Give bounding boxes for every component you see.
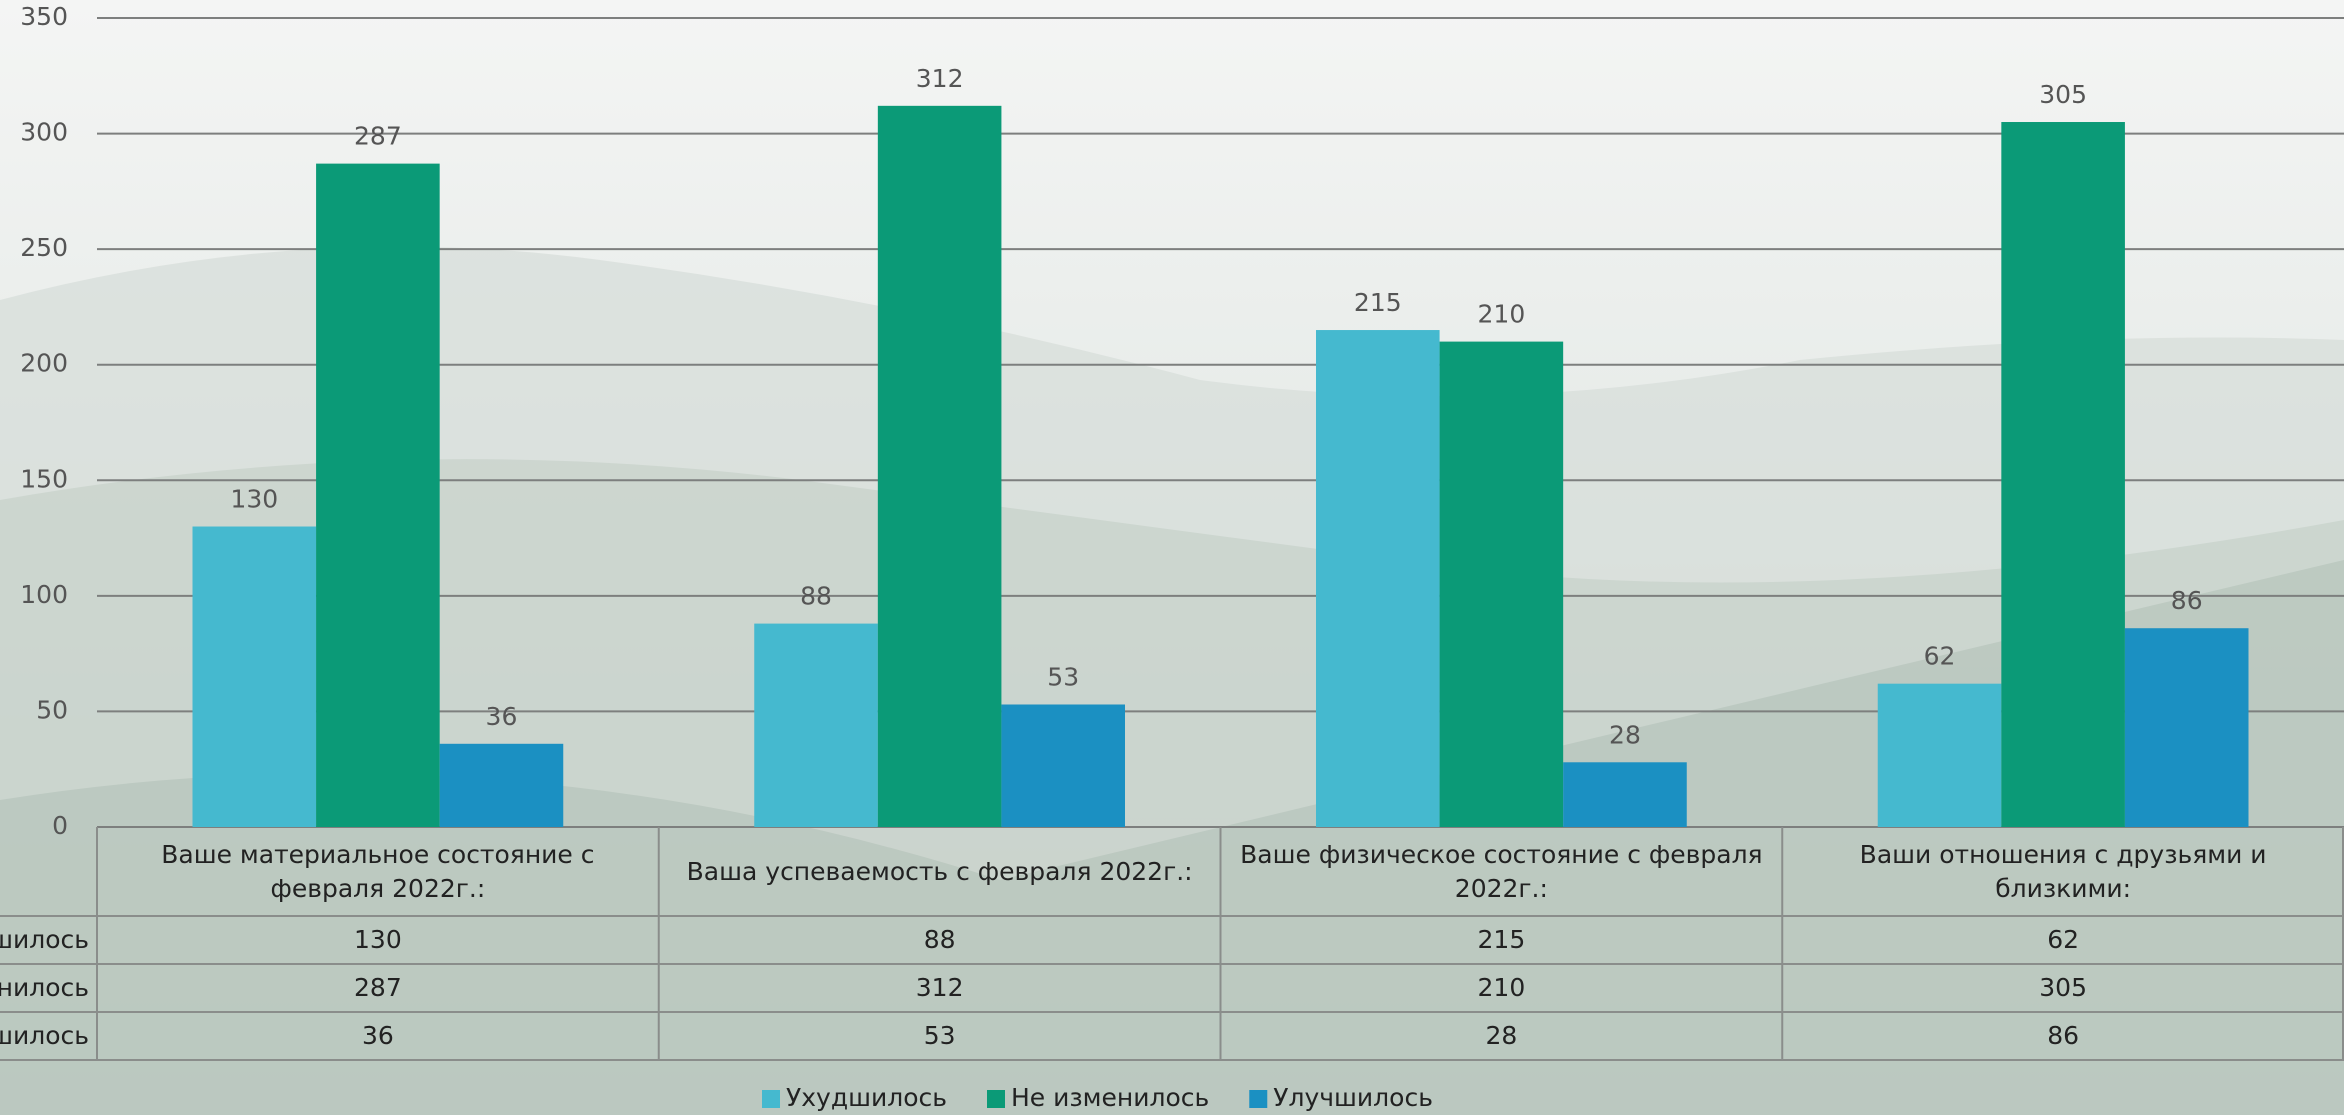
table-value: 53 <box>659 1012 1221 1060</box>
y-tick-label: 200 <box>20 349 68 378</box>
y-tick-label: 150 <box>20 464 68 493</box>
bar <box>440 744 564 827</box>
row-header: Не изменилось <box>0 964 97 1012</box>
category-header: Ваше материальное состояние с февраля 20… <box>97 827 659 916</box>
y-tick-label: 50 <box>36 695 68 724</box>
table-value: 210 <box>1221 964 1783 1012</box>
table-value: 62 <box>1782 916 2344 964</box>
value-label: 28 <box>1609 720 1641 749</box>
page: 0501001502002503003501308821562287312210… <box>0 0 2344 1115</box>
bar <box>878 106 1002 827</box>
table-value: 312 <box>659 964 1221 1012</box>
table-value: 130 <box>97 916 659 964</box>
value-label: 215 <box>1354 288 1402 317</box>
row-header: Ухудшилось <box>0 916 97 964</box>
bar <box>754 624 878 827</box>
value-label: 210 <box>1478 300 1526 329</box>
legend-label: Не изменилось <box>1011 1083 1209 1112</box>
bar <box>1440 342 1564 827</box>
table-value: 28 <box>1221 1012 1783 1060</box>
y-tick-label: 0 <box>52 811 68 840</box>
value-label: 62 <box>1924 642 1956 671</box>
bar <box>1001 704 1125 827</box>
bar <box>1878 684 2002 827</box>
bar <box>2125 628 2249 827</box>
y-tick-label: 350 <box>20 2 68 31</box>
table-value: 287 <box>97 964 659 1012</box>
table-value: 86 <box>1782 1012 2344 1060</box>
bar <box>2001 122 2125 827</box>
category-header: Ваше физическое состояние с февраля 2022… <box>1221 827 1783 916</box>
value-label: 130 <box>230 485 278 514</box>
table-value: 88 <box>659 916 1221 964</box>
value-label: 86 <box>2171 586 2203 615</box>
bar <box>1563 762 1687 827</box>
value-label: 312 <box>916 64 964 93</box>
value-label: 36 <box>486 702 518 731</box>
legend-swatch <box>762 1090 780 1108</box>
y-tick-label: 100 <box>20 580 68 609</box>
legend-swatch <box>1249 1090 1267 1108</box>
legend-label: Улучшилось <box>1273 1083 1433 1112</box>
table-value: 305 <box>1782 964 2344 1012</box>
bar <box>192 527 316 827</box>
table-value: 36 <box>97 1012 659 1060</box>
value-label: 53 <box>1047 662 1079 691</box>
bar <box>1316 330 1440 827</box>
value-label: 88 <box>800 582 832 611</box>
bar <box>316 164 440 827</box>
legend-label: Ухудшилось <box>786 1083 947 1112</box>
category-header: Ваша успеваемость с февраля 2022г.: <box>659 827 1221 916</box>
legend-swatch <box>987 1090 1005 1108</box>
value-label: 305 <box>2039 80 2087 109</box>
row-header: Улучшилось <box>0 1012 97 1060</box>
y-tick-label: 250 <box>20 233 68 262</box>
value-label: 287 <box>354 122 402 151</box>
y-tick-label: 300 <box>20 118 68 147</box>
category-header: Ваши отношения с друзьями и близкими: <box>1782 827 2344 916</box>
table-value: 215 <box>1221 916 1783 964</box>
